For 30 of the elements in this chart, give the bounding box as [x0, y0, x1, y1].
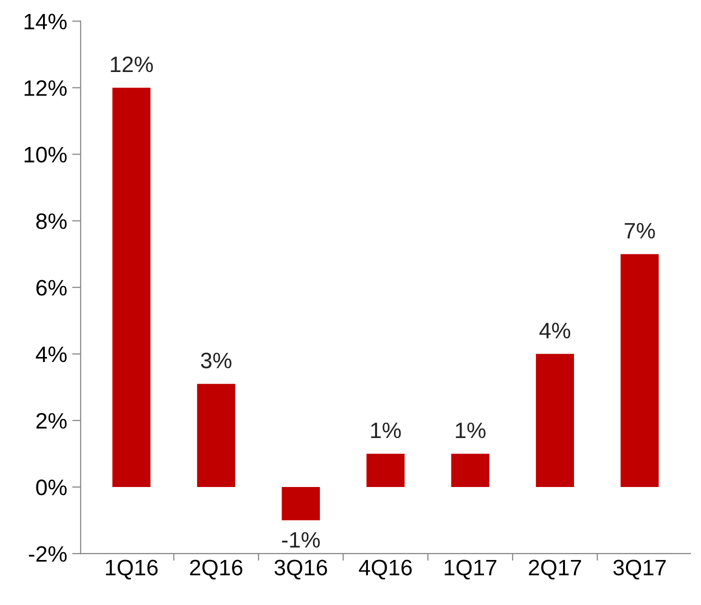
x-tick-label: 3Q16	[274, 560, 328, 580]
data-label: 1%	[456, 422, 486, 438]
bar	[366, 454, 405, 488]
data-label: 4%	[539, 322, 570, 338]
data-label: 12%	[110, 56, 153, 72]
data-label: -1%	[282, 532, 320, 548]
y-tick-label: 6%	[36, 280, 67, 296]
y-tick-label: 2%	[36, 413, 67, 429]
data-label: 7%	[624, 222, 655, 239]
bar	[451, 454, 490, 488]
bar	[620, 254, 659, 488]
y-tick-label: 12%	[24, 80, 67, 96]
bar	[282, 487, 320, 520]
x-tick-label: 1Q17	[444, 560, 496, 580]
x-tick-label: 4Q16	[358, 560, 412, 580]
y-tick-label: -2%	[28, 546, 67, 562]
data-label: 3%	[200, 352, 232, 368]
y-tick-label: 4%	[36, 346, 67, 362]
y-tick-label: 10%	[24, 146, 67, 163]
x-tick-label: 2Q16	[190, 560, 242, 580]
y-tick-label: 8%	[36, 213, 67, 230]
x-tick-label: 2Q17	[528, 560, 582, 580]
data-label: 1%	[371, 422, 401, 438]
x-tick-label: 1Q16	[106, 560, 158, 580]
y-tick-label: 14%	[24, 14, 67, 30]
bar	[197, 384, 236, 488]
bar	[536, 354, 574, 488]
bar	[112, 88, 150, 488]
x-tick-label: 3Q17	[613, 560, 666, 580]
y-tick-label: 0%	[36, 480, 67, 496]
